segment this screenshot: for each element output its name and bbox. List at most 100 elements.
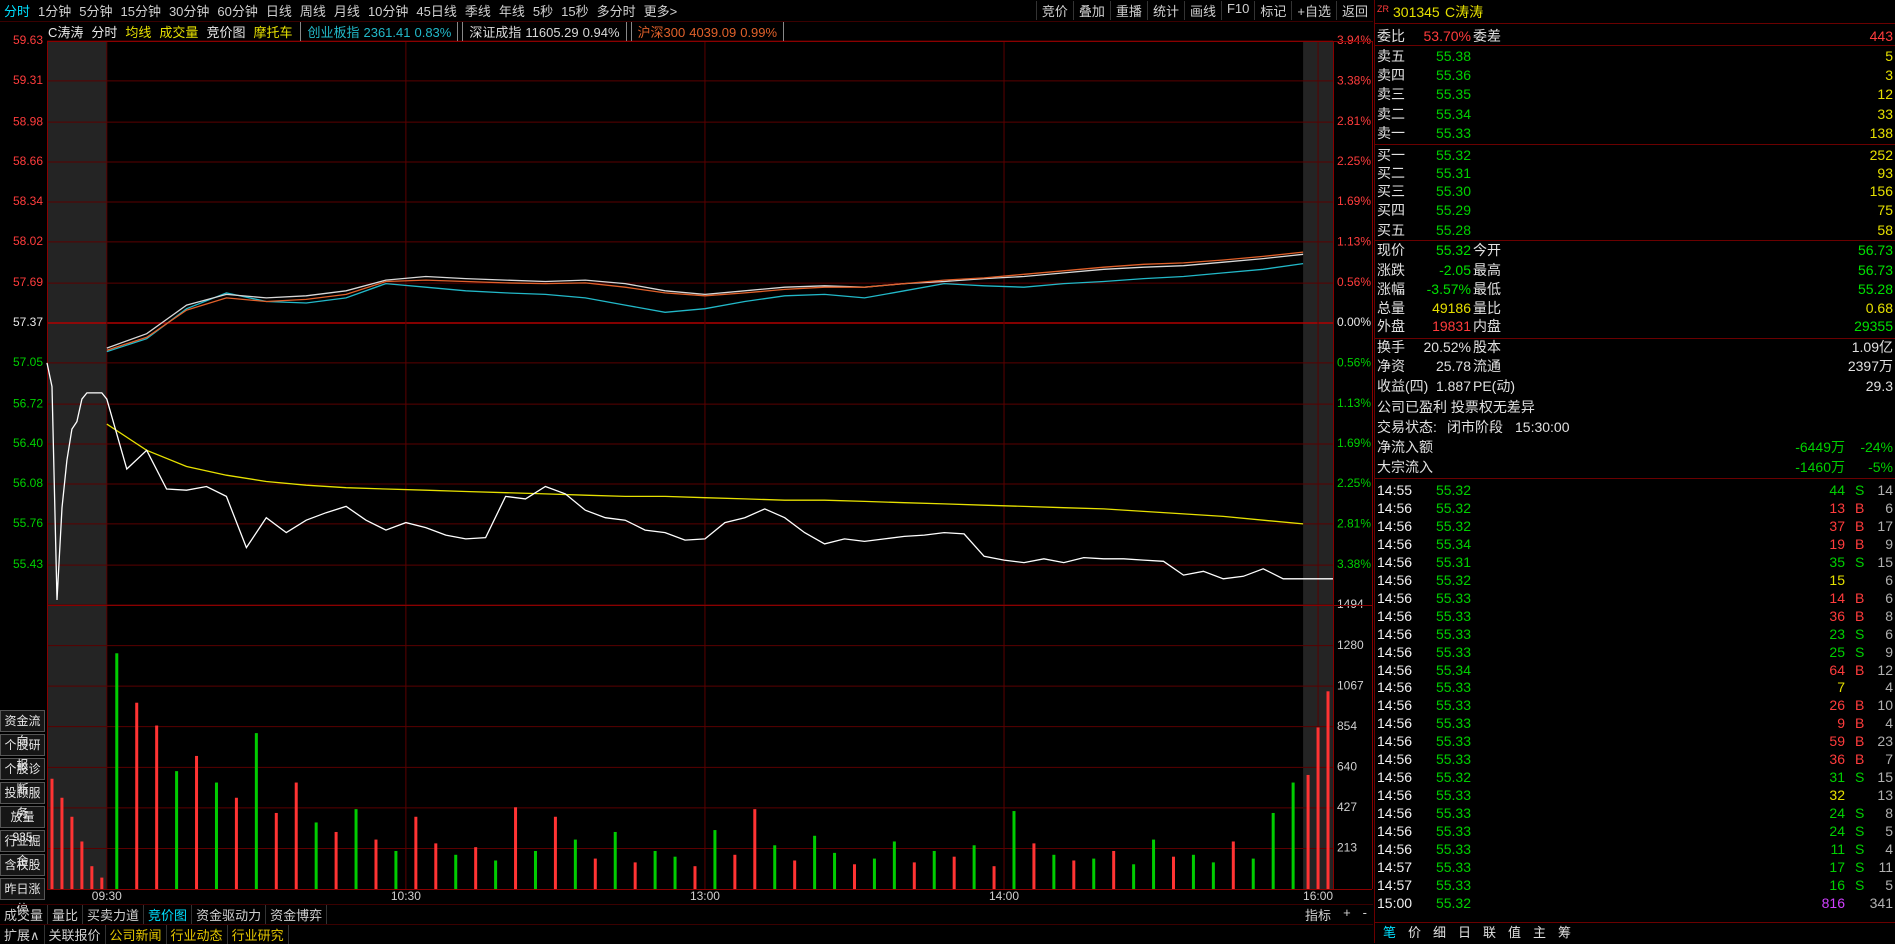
- stat-value: 25.78: [1435, 358, 1471, 375]
- volume-bar: [354, 809, 358, 889]
- indicator-tab[interactable]: 买卖力道: [83, 905, 145, 924]
- bottom-tab[interactable]: 扩展∧: [0, 925, 45, 944]
- bottom-tab[interactable]: 行业研究: [228, 925, 289, 944]
- header-tag[interactable]: 摩托车: [253, 25, 293, 40]
- tick-volume: 31: [1829, 769, 1845, 786]
- period-tab[interactable]: 更多>: [643, 4, 678, 19]
- panel-tab[interactable]: 联: [1483, 925, 1497, 940]
- tick-price: 55.33: [1435, 607, 1471, 624]
- side-button[interactable]: 资金流向: [0, 710, 45, 748]
- tick-count: 5: [1885, 823, 1893, 840]
- period-tab[interactable]: 45日线: [416, 4, 457, 19]
- period-tab[interactable]: 5分钟: [79, 4, 113, 19]
- side-button[interactable]: 昨日涨停: [0, 878, 45, 916]
- series-tag[interactable]: 成交量: [159, 25, 199, 40]
- index-quote[interactable]: 创业板指 2361.41 0.83%: [300, 22, 459, 41]
- period-tab[interactable]: 30分钟: [168, 4, 210, 19]
- period-tab[interactable]: 15秒: [561, 4, 589, 19]
- panel-tab[interactable]: 价: [1408, 925, 1422, 940]
- period-tab[interactable]: 分时: [4, 4, 31, 19]
- indicator-action[interactable]: +: [1343, 905, 1351, 920]
- side-button[interactable]: 行业掘金: [0, 830, 45, 868]
- period-tab[interactable]: 5秒: [532, 4, 554, 19]
- frame-line: [47, 889, 1372, 890]
- tick-time: 14:56: [1377, 697, 1413, 714]
- side-button[interactable]: 个股诊断: [0, 758, 45, 796]
- volume-bar: [932, 850, 936, 889]
- panel-tab[interactable]: 细: [1433, 925, 1447, 940]
- tick-time: 14:56: [1377, 679, 1413, 696]
- panel-tab[interactable]: 值: [1508, 925, 1522, 940]
- toolbar-action[interactable]: 竞价: [1035, 1, 1073, 20]
- toolbar-action[interactable]: 统计: [1146, 1, 1184, 20]
- period-tab[interactable]: 10分钟: [367, 4, 409, 19]
- period-tab[interactable]: 周线: [299, 4, 326, 19]
- period-tab[interactable]: 日线: [265, 4, 292, 19]
- side-button[interactable]: 含权股: [0, 854, 45, 876]
- index-quote[interactable]: 深证成指 11605.29 0.94%: [462, 22, 627, 41]
- stat-label: 内盘: [1473, 318, 1501, 335]
- period-tab[interactable]: 多分时: [596, 4, 636, 19]
- bottom-tab[interactable]: 行业动态: [167, 925, 228, 944]
- side-button[interactable]: 投顾服务: [0, 782, 45, 820]
- tick-volume: 37: [1829, 517, 1845, 534]
- tick-price: 55.33: [1435, 876, 1471, 893]
- toolbar-action[interactable]: 叠加: [1072, 1, 1110, 20]
- bottom-tab[interactable]: 关联报价: [45, 925, 106, 944]
- toolbar-action[interactable]: +自选: [1291, 1, 1336, 20]
- series-tag[interactable]: 均线: [125, 25, 152, 40]
- side-button[interactable]: 个股研报: [0, 734, 45, 772]
- indicator-action[interactable]: 指标: [1305, 908, 1332, 923]
- period-tab[interactable]: 60分钟: [217, 4, 258, 19]
- period-tab[interactable]: 15分钟: [120, 4, 161, 19]
- toolbar-action[interactable]: 画线: [1183, 1, 1221, 20]
- volume-bar: [1132, 864, 1136, 889]
- tick-volume: 19: [1829, 535, 1845, 552]
- y2-tick-label: 0.00%: [1337, 315, 1371, 329]
- toolbar-action[interactable]: 返回: [1335, 1, 1373, 20]
- tick-count: 14: [1877, 482, 1893, 498]
- panel-tab[interactable]: 筹: [1558, 925, 1572, 940]
- bottom-tab[interactable]: 公司新闻: [106, 925, 167, 944]
- indicator-tab[interactable]: 竞价图: [144, 905, 193, 924]
- y-tick-label: 57.05: [13, 355, 43, 369]
- stat-value: 1.09亿: [1851, 338, 1893, 355]
- tick-price: 55.32: [1435, 894, 1471, 911]
- panel-tab[interactable]: 笔: [1383, 925, 1397, 940]
- tick-price: 55.34: [1435, 661, 1471, 678]
- volume-bar: [753, 809, 757, 889]
- panel-tab[interactable]: 日: [1458, 925, 1472, 940]
- tick-time: 14:56: [1377, 787, 1413, 804]
- period-tab[interactable]: 年线: [498, 4, 525, 19]
- tick-volume: 11: [1830, 841, 1845, 857]
- tick-side: S: [1855, 876, 1865, 893]
- header-tag[interactable]: 竞价图: [206, 25, 246, 40]
- tick-time: 14:55: [1377, 482, 1413, 498]
- ask-price: 55.36: [1435, 66, 1471, 83]
- tick-time: 14:56: [1377, 823, 1413, 840]
- indicator-tab[interactable]: 资金驱动力: [192, 905, 267, 924]
- stat-value: 53.70%: [1423, 28, 1471, 45]
- volume-bar: [1291, 782, 1295, 889]
- y2-tick-label: 2.81%: [1337, 516, 1371, 530]
- tick-volume: 816: [1821, 894, 1845, 911]
- stock-name: C涛涛: [1445, 4, 1484, 20]
- period-tab[interactable]: 月线: [333, 4, 360, 19]
- volume-bar: [434, 843, 438, 889]
- period-tab[interactable]: 季线: [464, 4, 491, 19]
- toolbar-action[interactable]: 标记: [1254, 1, 1291, 20]
- panel-tab[interactable]: 主: [1533, 925, 1547, 940]
- indicator-tab[interactable]: 量比: [48, 905, 84, 924]
- side-button[interactable]: 放量935: [0, 806, 45, 844]
- indicator-action[interactable]: -: [1362, 905, 1367, 920]
- period-tab[interactable]: 1分钟: [38, 4, 72, 19]
- separator: [1375, 240, 1895, 241]
- toolbar-action[interactable]: 重播: [1109, 1, 1147, 20]
- volume-bar: [992, 866, 996, 889]
- volume-bar: [274, 812, 278, 889]
- toolbar-action[interactable]: F10: [1220, 1, 1254, 20]
- series-tag[interactable]: 分时: [91, 25, 118, 40]
- indicator-tab[interactable]: 资金博弈: [266, 905, 328, 924]
- index-quote[interactable]: 沪深300 4039.09 0.99%: [630, 22, 785, 41]
- indicator-tab[interactable]: 成交量: [0, 905, 49, 924]
